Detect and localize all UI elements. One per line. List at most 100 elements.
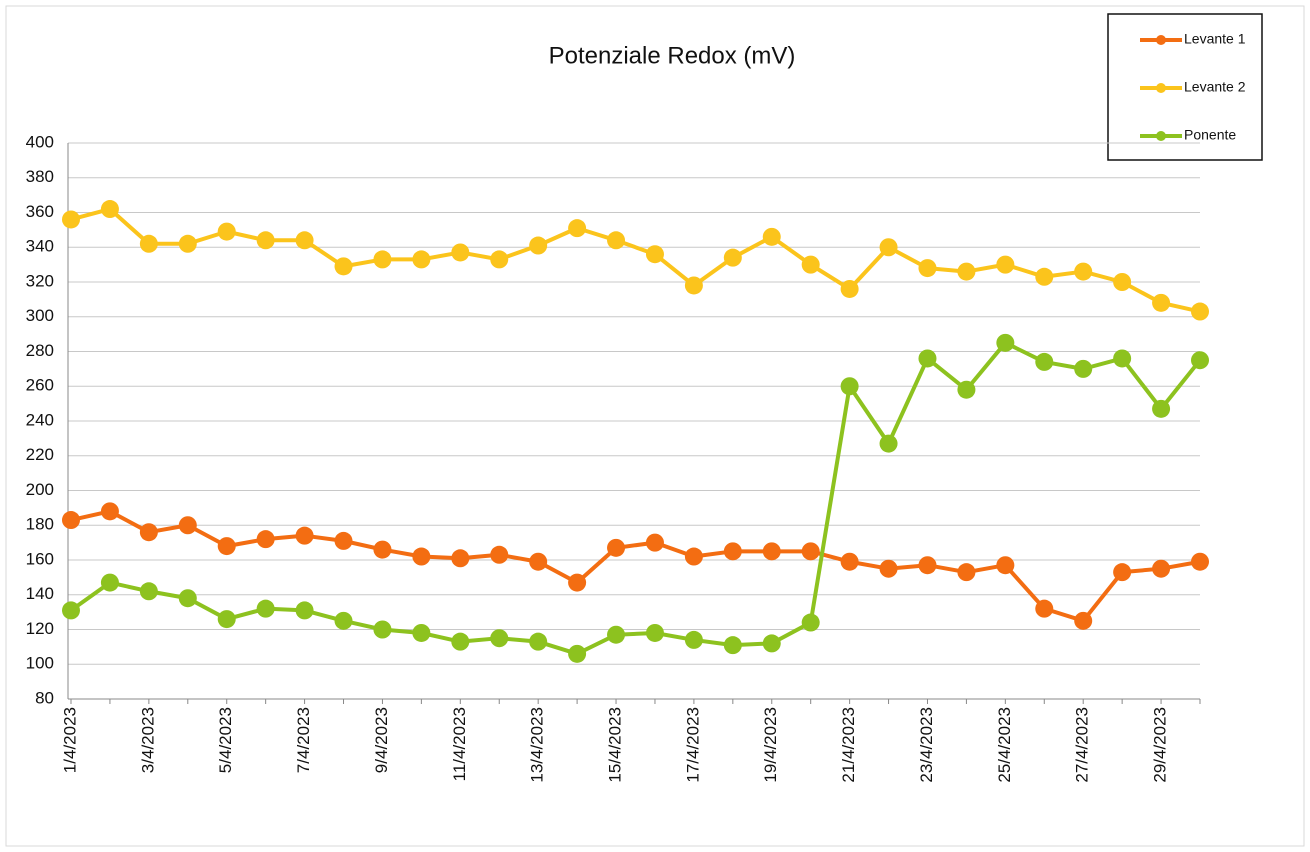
point bbox=[1035, 267, 1054, 286]
x-tick-label: 29/4/2023 bbox=[1151, 707, 1170, 783]
y-tick-label: 200 bbox=[26, 480, 54, 499]
point bbox=[840, 552, 859, 571]
legend-label: Levante 2 bbox=[1184, 79, 1246, 95]
point bbox=[217, 537, 236, 556]
point bbox=[412, 250, 431, 269]
x-tick-label: 19/4/2023 bbox=[761, 707, 780, 783]
point bbox=[879, 559, 898, 578]
point bbox=[568, 573, 587, 592]
point bbox=[723, 636, 742, 655]
point bbox=[334, 611, 353, 630]
point bbox=[490, 629, 509, 648]
point bbox=[1035, 599, 1054, 618]
point bbox=[529, 632, 548, 651]
legend-marker bbox=[1156, 83, 1166, 93]
point bbox=[334, 531, 353, 550]
point bbox=[996, 556, 1015, 575]
legend-marker bbox=[1156, 131, 1166, 141]
point bbox=[1074, 611, 1093, 630]
y-tick-label: 380 bbox=[26, 167, 54, 186]
point bbox=[1074, 359, 1093, 378]
legend-label: Ponente bbox=[1184, 127, 1236, 143]
x-tick-label: 13/4/2023 bbox=[528, 707, 547, 783]
point bbox=[762, 227, 781, 246]
point bbox=[529, 552, 548, 571]
point bbox=[62, 210, 80, 229]
point bbox=[178, 234, 197, 253]
y-tick-label: 100 bbox=[26, 654, 54, 673]
point bbox=[1035, 352, 1054, 371]
point bbox=[801, 542, 820, 561]
x-tick-label: 27/4/2023 bbox=[1073, 707, 1092, 783]
point bbox=[1191, 552, 1209, 571]
point bbox=[996, 255, 1015, 274]
y-tick-label: 260 bbox=[26, 376, 54, 395]
point bbox=[217, 222, 236, 241]
point bbox=[607, 538, 626, 557]
y-tick-label: 240 bbox=[26, 410, 54, 429]
point bbox=[723, 248, 742, 267]
x-tick-label: 23/4/2023 bbox=[917, 707, 936, 783]
point bbox=[568, 219, 587, 238]
point bbox=[529, 236, 548, 255]
point bbox=[62, 511, 80, 530]
point bbox=[295, 231, 314, 250]
y-tick-label: 80 bbox=[35, 688, 54, 707]
point bbox=[918, 259, 937, 278]
point bbox=[957, 563, 976, 582]
legend-marker bbox=[1156, 35, 1166, 45]
point bbox=[645, 533, 664, 552]
point bbox=[1152, 293, 1171, 312]
point bbox=[139, 523, 158, 542]
point bbox=[762, 634, 781, 653]
point bbox=[139, 582, 158, 601]
point bbox=[879, 434, 898, 453]
point bbox=[918, 349, 937, 368]
x-tick-label: 1/4/2023 bbox=[60, 707, 79, 773]
point bbox=[801, 255, 820, 274]
y-tick-label: 140 bbox=[26, 584, 54, 603]
chart-title: Potenziale Redox (mV) bbox=[549, 42, 796, 69]
point bbox=[1152, 559, 1171, 578]
point bbox=[1113, 273, 1132, 291]
point bbox=[412, 623, 431, 642]
point bbox=[684, 276, 703, 295]
point bbox=[645, 245, 664, 264]
point bbox=[918, 556, 937, 575]
point bbox=[801, 613, 820, 632]
y-tick-label: 320 bbox=[26, 271, 54, 290]
x-tick-label: 5/4/2023 bbox=[216, 707, 235, 773]
point bbox=[1074, 262, 1093, 281]
point bbox=[957, 262, 976, 281]
point bbox=[879, 238, 898, 257]
point bbox=[490, 545, 509, 564]
x-tick-label: 3/4/2023 bbox=[138, 707, 157, 773]
legend-label: Levante 1 bbox=[1184, 31, 1246, 47]
point bbox=[762, 542, 781, 561]
y-tick-label: 180 bbox=[26, 515, 54, 534]
point bbox=[451, 549, 470, 568]
point bbox=[217, 610, 236, 629]
point bbox=[1191, 351, 1209, 370]
point bbox=[957, 380, 976, 399]
y-tick-label: 300 bbox=[26, 306, 54, 325]
point bbox=[451, 632, 470, 651]
point bbox=[607, 231, 626, 250]
y-tick-label: 120 bbox=[26, 619, 54, 638]
point bbox=[723, 542, 742, 561]
point bbox=[451, 243, 470, 262]
point bbox=[100, 200, 119, 219]
point bbox=[607, 625, 626, 644]
point bbox=[256, 530, 275, 549]
point bbox=[840, 279, 859, 298]
point bbox=[178, 516, 197, 535]
point bbox=[568, 644, 587, 663]
point bbox=[684, 547, 703, 566]
y-tick-label: 340 bbox=[26, 237, 54, 256]
x-tick-label: 21/4/2023 bbox=[839, 707, 858, 783]
point bbox=[100, 573, 119, 592]
y-tick-label: 160 bbox=[26, 549, 54, 568]
point bbox=[1191, 302, 1209, 321]
y-tick-label: 400 bbox=[26, 132, 54, 151]
